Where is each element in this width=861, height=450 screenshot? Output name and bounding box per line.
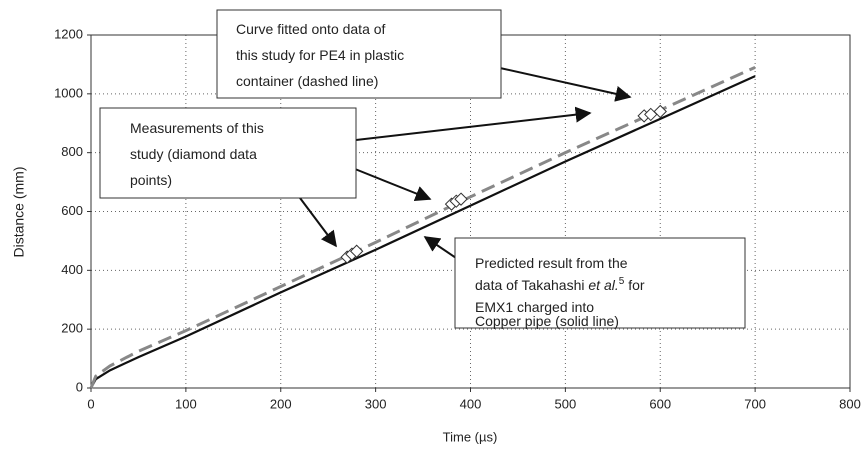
x-tick-label: 400 bbox=[460, 396, 482, 411]
annotation-line: for bbox=[624, 277, 645, 293]
diamond-point bbox=[653, 104, 667, 119]
svg-text:study (diamond data: study (diamond data bbox=[130, 146, 257, 162]
annotation-line: Measurements of this bbox=[130, 120, 264, 136]
y-tick-label: 0 bbox=[76, 379, 83, 394]
svg-text:container (dashed line): container (dashed line) bbox=[236, 73, 378, 89]
data-line bbox=[90, 75, 756, 389]
annotation-line: container (dashed line) bbox=[236, 73, 378, 89]
annotation-line: EMX1 charged into bbox=[475, 299, 594, 315]
x-tick-label: 300 bbox=[365, 396, 387, 411]
y-tick-label: 1000 bbox=[54, 85, 83, 100]
annotation: Predicted result from the data of Takaha… bbox=[454, 237, 746, 329]
annotation-line: study (diamond data bbox=[130, 146, 257, 162]
x-tick-label: 800 bbox=[839, 396, 861, 411]
y-axis-title: Distance (mm) bbox=[11, 166, 27, 257]
diamond-point bbox=[454, 192, 468, 206]
annotation-superscript: 5 bbox=[619, 276, 625, 287]
x-tick-label: 600 bbox=[649, 396, 671, 411]
data-line bbox=[89, 65, 756, 389]
svg-text:this study for PE4 in plastic: this study for PE4 in plastic bbox=[236, 47, 404, 63]
annotation-line: Copper pipe (solid line) bbox=[475, 313, 619, 329]
y-tick-label: 800 bbox=[61, 144, 83, 159]
annotation-line: data of Takahashi bbox=[475, 277, 588, 293]
annotation-line: Curve fitted onto data of bbox=[236, 21, 386, 37]
annotation-line: points) bbox=[130, 172, 172, 188]
arrows bbox=[299, 67, 632, 263]
svg-text:Curve fitted onto data of: Curve fitted onto data of bbox=[236, 21, 386, 37]
y-tick-label: 600 bbox=[61, 203, 83, 218]
annotation: Curve fitted onto data of this study for… bbox=[216, 9, 502, 99]
x-axis-title: Time (µs) bbox=[443, 429, 498, 444]
x-tick-label: 500 bbox=[555, 396, 577, 411]
svg-text:EMX1 charged into: EMX1 charged into bbox=[475, 299, 594, 315]
y-tick-label: 1200 bbox=[54, 26, 83, 41]
annotation: Measurements of this study (diamond data… bbox=[99, 107, 357, 199]
diamond-point bbox=[349, 244, 364, 258]
svg-text:data of Takahashi et al.5 for: data of Takahashi et al.5 for bbox=[475, 276, 645, 293]
y-tick-label: 400 bbox=[61, 262, 83, 277]
annotation-line: this study for PE4 in plastic bbox=[236, 47, 404, 63]
x-tick-label: 0 bbox=[87, 396, 94, 411]
svg-text:Measurements of this: Measurements of this bbox=[130, 120, 264, 136]
annotation-line: Predicted result from the bbox=[475, 255, 628, 271]
x-tick-label: 200 bbox=[270, 396, 292, 411]
svg-text:Predicted result from the: Predicted result from the bbox=[475, 255, 628, 271]
svg-text:Copper pipe (solid line): Copper pipe (solid line) bbox=[475, 313, 619, 329]
annotation-line: et al. bbox=[588, 277, 618, 293]
x-tick-label: 700 bbox=[744, 396, 766, 411]
plot-area: 0 200 400 600 800 1000 1200 0 100 200 300 400 500 600… bbox=[54, 26, 861, 411]
y-tick-label: 200 bbox=[61, 321, 83, 336]
x-tick-label: 100 bbox=[175, 396, 197, 411]
svg-text:points): points) bbox=[130, 172, 172, 188]
